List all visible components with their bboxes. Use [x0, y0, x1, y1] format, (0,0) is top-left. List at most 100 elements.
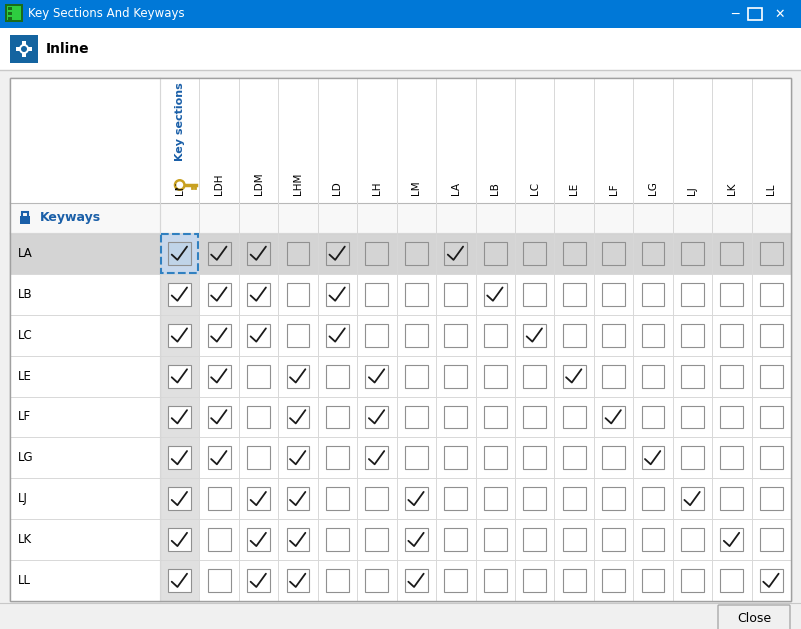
- Bar: [326, 324, 349, 347]
- Bar: [10, 560, 791, 601]
- Bar: [681, 324, 704, 347]
- Bar: [248, 406, 270, 428]
- Text: LJ: LJ: [687, 186, 698, 195]
- Bar: [287, 447, 309, 469]
- Circle shape: [176, 182, 183, 189]
- Bar: [445, 569, 467, 592]
- Bar: [445, 406, 467, 428]
- Bar: [602, 447, 625, 469]
- Bar: [326, 283, 349, 306]
- Text: LN: LN: [175, 182, 185, 195]
- Text: LG: LG: [648, 181, 658, 195]
- Bar: [642, 406, 664, 428]
- Bar: [562, 406, 586, 428]
- Bar: [20, 216, 30, 224]
- Text: LM: LM: [412, 181, 421, 195]
- Bar: [365, 283, 388, 306]
- Bar: [562, 447, 586, 469]
- Bar: [168, 324, 191, 347]
- Bar: [642, 324, 664, 347]
- Bar: [720, 528, 743, 551]
- Bar: [168, 569, 191, 592]
- Bar: [720, 283, 743, 306]
- Bar: [287, 406, 309, 428]
- Bar: [287, 242, 309, 265]
- Bar: [207, 569, 231, 592]
- Bar: [484, 406, 507, 428]
- Bar: [445, 365, 467, 387]
- Text: Close: Close: [737, 611, 771, 625]
- Bar: [207, 528, 231, 551]
- Bar: [748, 8, 762, 20]
- Bar: [326, 365, 349, 387]
- Bar: [10, 233, 791, 274]
- Bar: [405, 569, 428, 592]
- Bar: [160, 560, 199, 601]
- Bar: [248, 365, 270, 387]
- Bar: [720, 242, 743, 265]
- Bar: [168, 406, 191, 428]
- Text: LB: LB: [18, 288, 33, 301]
- Bar: [160, 396, 199, 437]
- Bar: [248, 283, 270, 306]
- Bar: [642, 283, 664, 306]
- Bar: [484, 487, 507, 510]
- Text: LK: LK: [727, 182, 737, 195]
- Bar: [10, 519, 791, 560]
- Text: LG: LG: [18, 452, 34, 464]
- Bar: [10, 396, 791, 437]
- Bar: [326, 447, 349, 469]
- Bar: [5, 4, 23, 22]
- Text: LA: LA: [451, 182, 461, 195]
- Bar: [523, 324, 546, 347]
- Bar: [10, 478, 791, 519]
- Bar: [484, 528, 507, 551]
- Bar: [287, 569, 309, 592]
- Bar: [523, 447, 546, 469]
- Bar: [365, 242, 388, 265]
- Bar: [326, 487, 349, 510]
- Bar: [160, 314, 199, 355]
- Text: LJ: LJ: [18, 493, 28, 505]
- Bar: [484, 569, 507, 592]
- Bar: [445, 528, 467, 551]
- Bar: [365, 447, 388, 469]
- Bar: [22, 41, 26, 45]
- Bar: [760, 324, 783, 347]
- Bar: [445, 242, 467, 265]
- Bar: [160, 233, 199, 274]
- Text: LC: LC: [529, 182, 540, 195]
- Text: LH: LH: [372, 182, 382, 195]
- Bar: [287, 528, 309, 551]
- Bar: [720, 406, 743, 428]
- Bar: [720, 487, 743, 510]
- Text: LDH: LDH: [214, 174, 224, 195]
- Bar: [10, 78, 791, 601]
- Bar: [562, 569, 586, 592]
- Bar: [10, 78, 791, 203]
- Circle shape: [174, 179, 186, 191]
- Bar: [248, 487, 270, 510]
- Bar: [160, 274, 199, 314]
- Bar: [168, 283, 191, 306]
- Bar: [720, 569, 743, 592]
- Bar: [161, 234, 199, 273]
- Bar: [602, 406, 625, 428]
- Text: Key sections: Key sections: [175, 82, 185, 161]
- Bar: [10, 203, 791, 233]
- Text: LB: LB: [490, 182, 500, 195]
- Bar: [207, 283, 231, 306]
- Text: Inline: Inline: [46, 42, 90, 56]
- Bar: [160, 478, 199, 519]
- Bar: [445, 324, 467, 347]
- Bar: [602, 487, 625, 510]
- Bar: [484, 324, 507, 347]
- Bar: [523, 365, 546, 387]
- Bar: [168, 447, 191, 469]
- Bar: [22, 212, 28, 218]
- Bar: [10, 274, 791, 314]
- Text: LDM: LDM: [254, 172, 264, 195]
- Bar: [760, 406, 783, 428]
- Text: LL: LL: [18, 574, 31, 587]
- Text: LHM: LHM: [293, 172, 303, 195]
